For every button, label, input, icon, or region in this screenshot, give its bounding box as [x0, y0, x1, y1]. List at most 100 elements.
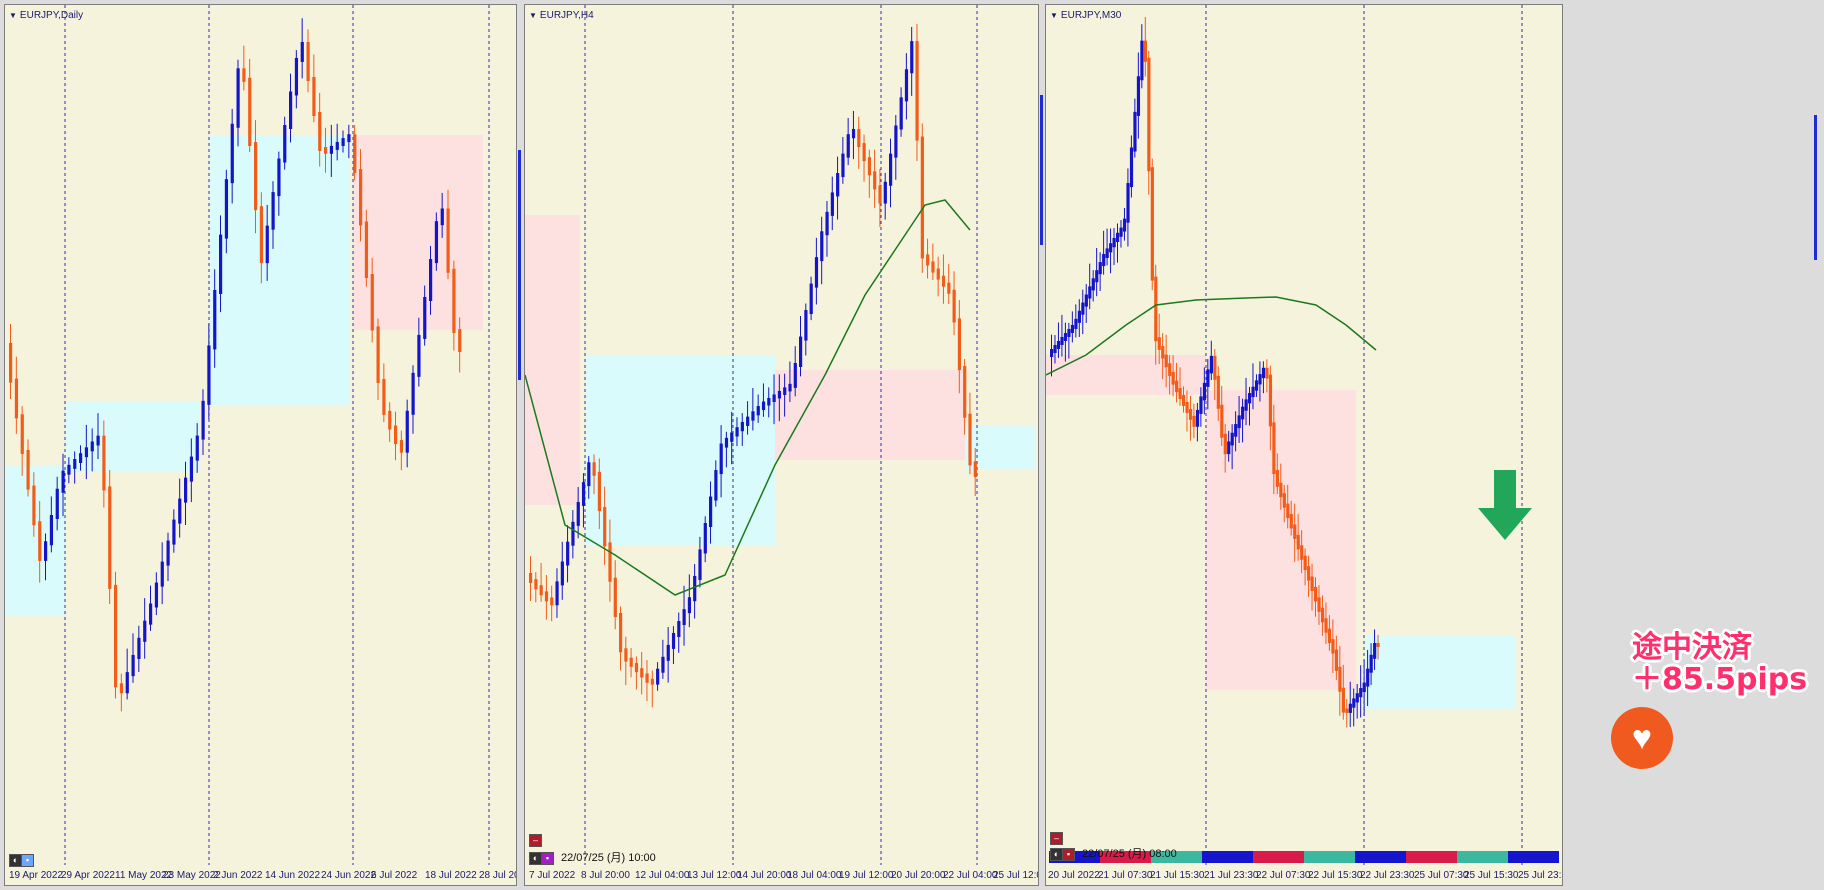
candlestick — [1272, 404, 1276, 494]
candlestick — [883, 172, 887, 220]
candlestick — [1254, 374, 1259, 397]
candlestick — [458, 317, 462, 373]
candlestick — [1327, 615, 1332, 651]
candlestick — [1320, 595, 1325, 636]
x-axis-tick-label: 2 Jun 2022 — [213, 870, 263, 881]
chart-panel-m30[interactable]: ▼ EURJPY,M30 – ◐ ▪ 22/07/25 (月) 08:00 20 … — [1045, 4, 1563, 886]
candlestick — [318, 92, 322, 167]
candlestick — [20, 406, 24, 476]
chart-panel-daily[interactable]: ▼ EURJPY,Daily ◐ ▪ 19 Apr 2022 29 Apr 2022… — [4, 4, 517, 886]
candlestick — [740, 413, 744, 446]
candlestick — [1053, 335, 1057, 364]
candlestick — [703, 516, 707, 563]
candlestick — [862, 134, 866, 182]
candlestick — [1310, 563, 1314, 611]
chart-canvas[interactable] — [5, 5, 517, 886]
arrow-down-icon — [1478, 470, 1532, 540]
candlestick — [1122, 207, 1127, 241]
stop-icon[interactable]: ▪ — [1062, 848, 1075, 861]
supply-zone — [1046, 355, 1206, 395]
candlestick — [1098, 252, 1102, 292]
dropdown-triangle-icon[interactable]: ▼ — [9, 11, 17, 20]
candlestick — [96, 413, 100, 459]
close-position-icon[interactable]: – — [529, 834, 542, 847]
autoscroll-icon[interactable]: ▪ — [21, 854, 34, 867]
candlestick — [761, 383, 766, 417]
x-axis-tick-label: 11 May 2022 — [115, 870, 173, 881]
candlestick — [756, 394, 760, 423]
candlestick — [687, 574, 692, 628]
candlestick — [772, 374, 776, 425]
candlestick — [915, 24, 919, 161]
candlestick — [857, 116, 861, 169]
candlestick — [259, 192, 264, 284]
candlestick — [1116, 223, 1120, 263]
candlestick — [613, 560, 617, 630]
candlestick — [1359, 665, 1363, 718]
candlestick — [44, 533, 48, 581]
chart-canvas[interactable] — [525, 5, 1039, 886]
candlestick — [889, 138, 893, 208]
candlestick — [619, 606, 623, 671]
candlestick — [1345, 698, 1349, 728]
candlestick — [434, 212, 439, 271]
candlestick — [114, 571, 118, 699]
candlestick — [160, 542, 164, 605]
candlestick — [709, 481, 713, 544]
scrollbar-thumb[interactable] — [518, 150, 521, 380]
dropdown-triangle-icon[interactable]: ▼ — [529, 11, 537, 20]
dropdown-triangle-icon[interactable]: ▼ — [1050, 11, 1058, 20]
x-axis-tick-label: 19 Apr 2022 — [9, 870, 63, 881]
indicator-icon[interactable]: ▪ — [541, 852, 554, 865]
candlestick — [1213, 349, 1217, 401]
candlestick — [1307, 555, 1311, 597]
candlestick — [119, 673, 124, 712]
candlestick — [587, 456, 591, 499]
candlestick — [629, 648, 633, 678]
scrollbar-thumb[interactable] — [1040, 95, 1043, 245]
chart-panel-h4[interactable]: ▼ EURJPY,H4 – ◐ ▪ 22/07/25 (月) 10:00 7 Ju… — [524, 4, 1039, 886]
candlestick — [926, 238, 930, 279]
candlestick — [9, 323, 13, 400]
candlestick — [1279, 463, 1283, 510]
candlestick — [38, 501, 42, 583]
candlestick — [1244, 377, 1248, 426]
candlestick — [634, 656, 639, 690]
candlestick — [873, 149, 877, 209]
candlestick — [1147, 51, 1151, 195]
candlestick — [957, 300, 962, 394]
candlestick — [1074, 304, 1078, 338]
candlestick — [1088, 263, 1092, 310]
candlestick — [236, 59, 240, 147]
moving-average-line — [1046, 296, 1377, 376]
candlestick — [248, 58, 252, 153]
candlestick — [534, 572, 538, 603]
session-color-strip — [1049, 851, 1559, 863]
chart-title: ▼ EURJPY,M30 — [1050, 10, 1122, 21]
candlestick — [1296, 514, 1300, 561]
candlestick — [592, 454, 596, 495]
candlestick — [1251, 363, 1255, 410]
candlestick — [904, 53, 909, 120]
candlestick — [1182, 386, 1186, 413]
candlestick — [289, 73, 293, 143]
scrollbar-thumb[interactable] — [1814, 115, 1817, 260]
candlestick — [1324, 602, 1328, 644]
candlestick — [201, 389, 205, 455]
candlestick — [294, 50, 299, 109]
close-position-icon[interactable]: – — [1050, 832, 1063, 845]
chart-canvas[interactable] — [1046, 5, 1563, 886]
candlestick — [581, 473, 586, 528]
candlestick — [936, 256, 940, 297]
x-axis-tick-label: 8 Jul 20:00 — [581, 870, 630, 881]
candlestick — [920, 123, 924, 273]
candlestick — [899, 87, 903, 137]
x-axis-tick-label: 25 Jul 15:30 — [1464, 870, 1519, 881]
candlestick — [137, 625, 141, 672]
x-axis-tick-label: 24 Jun 2022 — [321, 870, 377, 881]
candlestick — [1289, 500, 1293, 536]
candlestick — [1376, 634, 1380, 660]
x-axis-tick-label: 25 Jul 12:00 — [993, 870, 1038, 881]
supply-zone — [775, 370, 965, 460]
candlestick — [1286, 484, 1290, 529]
